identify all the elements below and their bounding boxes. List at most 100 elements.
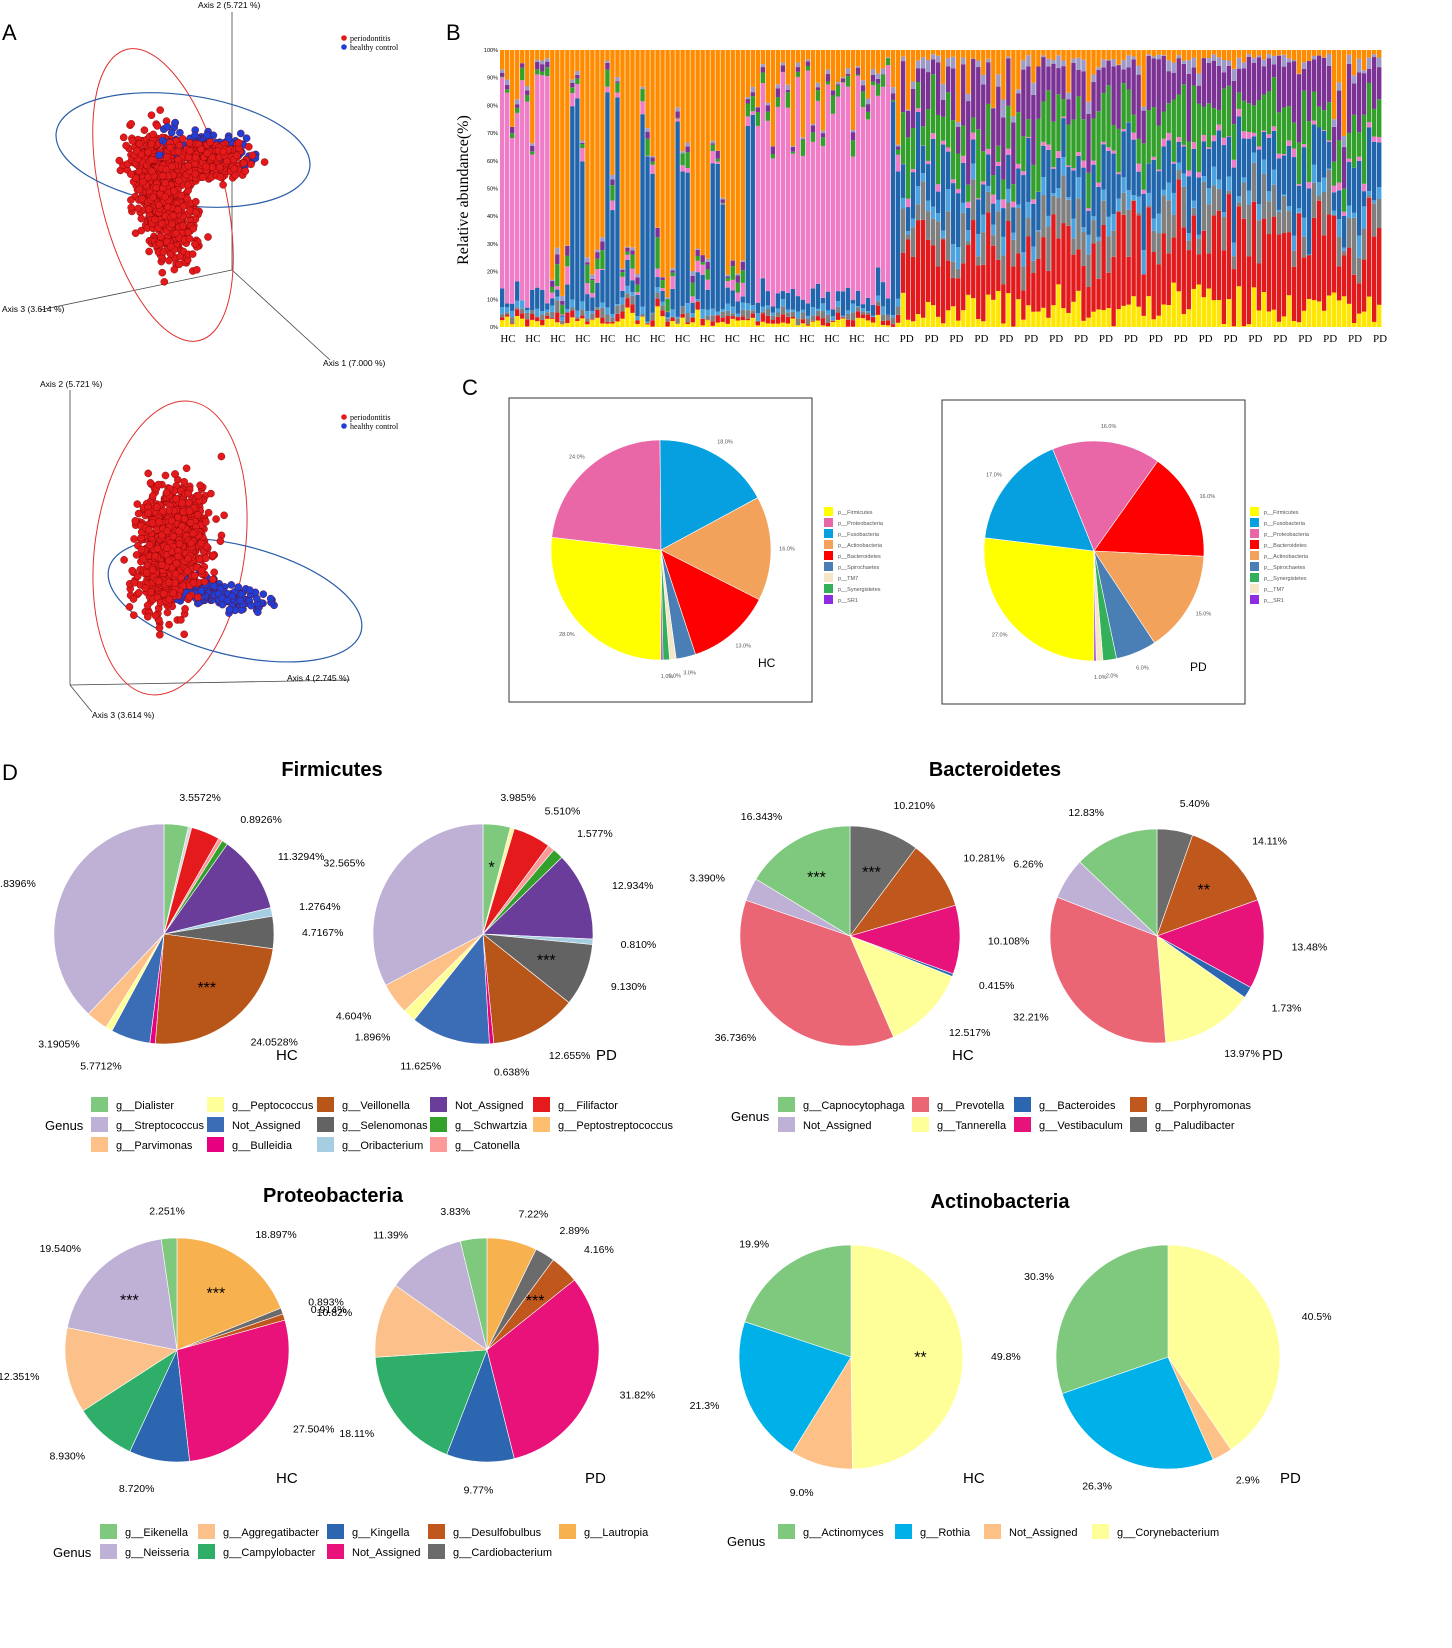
stacked-bar-segment bbox=[1051, 214, 1056, 306]
stacked-bar-segment bbox=[615, 321, 620, 327]
stacked-bar-segment bbox=[755, 320, 760, 322]
periodontitis-point bbox=[239, 159, 248, 167]
phylum-slice-label: 16.0% bbox=[1101, 424, 1117, 430]
stacked-bar-segment bbox=[1131, 139, 1136, 196]
stacked-bar-segment bbox=[1271, 64, 1277, 78]
x-tick-label: HC bbox=[849, 333, 864, 345]
stacked-bar-segment bbox=[555, 247, 560, 255]
stacked-bar-segment bbox=[946, 310, 951, 327]
stacked-bar-segment bbox=[956, 153, 961, 189]
stacked-bar-segment bbox=[505, 307, 510, 313]
stacked-bar-segment bbox=[775, 312, 781, 317]
stacked-bar-segment bbox=[1061, 50, 1066, 61]
genus-legend-label: g__Filifactor bbox=[558, 1100, 618, 1112]
stacked-bar-segment bbox=[665, 317, 670, 319]
stacked-bar-segment bbox=[785, 309, 791, 313]
stacked-bar-segment bbox=[1321, 191, 1327, 236]
stacked-bar-segment bbox=[915, 314, 921, 327]
stacked-bar-segment bbox=[810, 141, 816, 289]
stacked-bar-segment bbox=[780, 299, 786, 307]
stacked-bar-segment bbox=[1376, 67, 1382, 100]
genus-legend-swatch bbox=[430, 1097, 447, 1112]
periodontitis-point bbox=[137, 545, 146, 554]
stacked-bar-segment bbox=[915, 68, 921, 83]
periodontitis-point bbox=[148, 492, 157, 500]
stacked-bar-segment bbox=[610, 179, 615, 186]
genus-legend-label: g__Oribacterium bbox=[342, 1140, 423, 1152]
stacked-bar-segment bbox=[1376, 198, 1382, 228]
stacked-bar-segment bbox=[755, 107, 760, 113]
x-tick-label: HC bbox=[525, 333, 540, 345]
periodontitis-point bbox=[138, 195, 146, 203]
stacked-bar-segment bbox=[605, 307, 610, 315]
stacked-bar-segment bbox=[935, 213, 941, 222]
stacked-bar-segment bbox=[1016, 89, 1021, 94]
periodontitis-point bbox=[185, 507, 194, 516]
stacked-bar-segment bbox=[1101, 67, 1106, 93]
stacked-bar-segment bbox=[1376, 57, 1382, 68]
stacked-bar-segment bbox=[840, 315, 846, 317]
stacked-bar-segment bbox=[1261, 291, 1267, 327]
stacked-bar-segment bbox=[1166, 305, 1171, 327]
stacked-bar-segment bbox=[590, 319, 595, 327]
panel-letter-d: D bbox=[2, 760, 18, 785]
stacked-bar-segment bbox=[1321, 57, 1327, 111]
stacked-bar-segment bbox=[730, 313, 735, 317]
stacked-bar-segment bbox=[1316, 200, 1322, 302]
stacked-bar-segment bbox=[1216, 109, 1222, 125]
stacked-bar-segment bbox=[645, 324, 650, 327]
stacked-bar-segment bbox=[810, 307, 816, 316]
stacked-bar-segment bbox=[981, 84, 986, 152]
stacked-bar-segment bbox=[1291, 61, 1297, 123]
stacked-bar-segment bbox=[510, 317, 515, 324]
stacked-bar-segment bbox=[1016, 253, 1021, 300]
stacked-bar-segment bbox=[1221, 72, 1227, 89]
stacked-bar-segment bbox=[650, 50, 655, 157]
stacked-bar-segment bbox=[790, 311, 796, 317]
stacked-bar-segment bbox=[865, 50, 871, 99]
stacked-bar-segment bbox=[825, 50, 831, 70]
stacked-bar-segment bbox=[660, 310, 665, 317]
stacked-bar-segment bbox=[520, 80, 525, 301]
stacked-bar-segment bbox=[1356, 58, 1362, 73]
stacked-bar-segment bbox=[935, 184, 941, 192]
stacked-bar-segment bbox=[991, 299, 996, 327]
stacked-bar-segment bbox=[961, 263, 966, 311]
periodontitis-point bbox=[130, 535, 138, 543]
stacked-bar-segment bbox=[1351, 217, 1357, 275]
stacked-bar-segment bbox=[966, 50, 971, 94]
stacked-bar-segment bbox=[555, 50, 560, 248]
stacked-bar-segment bbox=[1136, 215, 1141, 307]
stacked-bar-segment bbox=[1131, 56, 1136, 60]
phylum-legend-swatch bbox=[1250, 507, 1259, 516]
stacked-bar-segment bbox=[515, 309, 520, 317]
genus-legend-swatch bbox=[91, 1097, 108, 1112]
stacked-bar-segment bbox=[570, 82, 575, 88]
stacked-bar-segment bbox=[920, 173, 926, 182]
stacked-bar-segment bbox=[1266, 191, 1272, 202]
stacked-bar-segment bbox=[655, 292, 660, 299]
stacked-bar-segment bbox=[1056, 284, 1061, 327]
stacked-bar-segment bbox=[630, 250, 635, 255]
stacked-bar-segment bbox=[1046, 90, 1051, 145]
periodontitis-point bbox=[127, 196, 135, 204]
stacked-bar-segment bbox=[845, 287, 851, 311]
stacked-bar-segment bbox=[650, 161, 655, 165]
stacked-bar-segment bbox=[1091, 311, 1096, 327]
stacked-bar-segment bbox=[695, 301, 700, 310]
stacked-bar-segment bbox=[915, 82, 921, 109]
stacked-bar-segment bbox=[1106, 236, 1111, 273]
stacked-bar-segment bbox=[695, 50, 700, 249]
x-tick-label: PD bbox=[1373, 333, 1387, 345]
phylum-slice-label: 13.0% bbox=[735, 643, 751, 649]
stacked-bar-segment bbox=[760, 72, 765, 84]
stacked-bar-segment bbox=[1041, 50, 1046, 56]
stacked-bar-segment bbox=[1041, 55, 1046, 58]
stacked-bar-segment bbox=[850, 320, 856, 327]
stacked-bar-segment bbox=[540, 311, 545, 315]
stacked-bar-segment bbox=[971, 132, 976, 140]
stacked-bar-segment bbox=[1061, 156, 1066, 176]
stacked-bar-segment bbox=[910, 169, 916, 173]
stacked-bar-segment bbox=[1221, 60, 1227, 73]
stacked-bar-segment bbox=[675, 107, 680, 112]
